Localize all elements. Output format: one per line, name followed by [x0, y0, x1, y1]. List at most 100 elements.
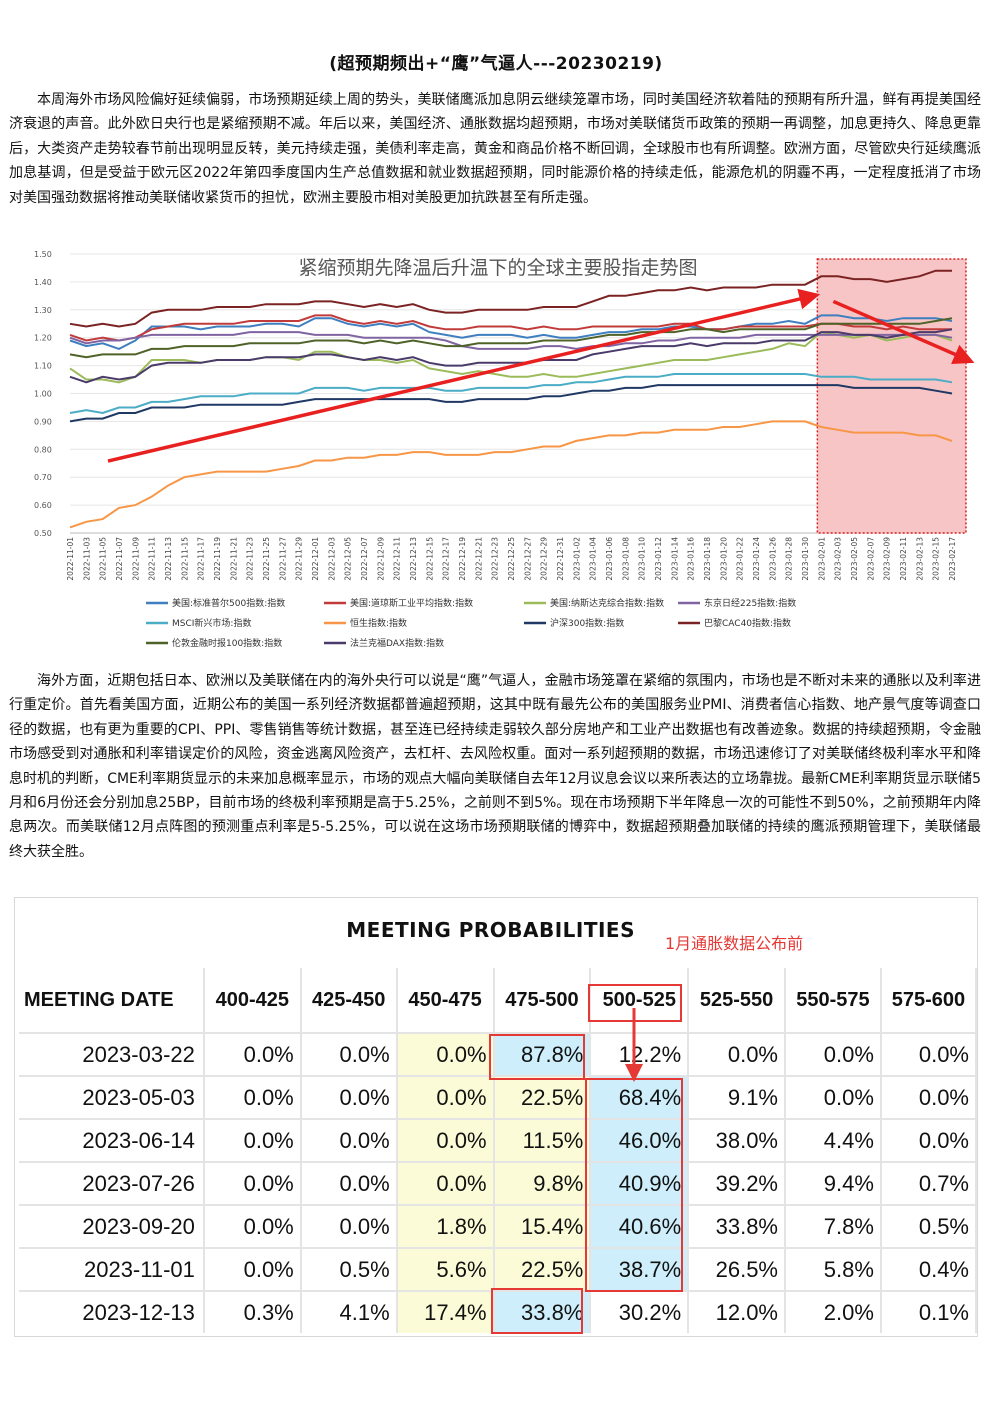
x-tick-label: 2022-12-03	[327, 537, 336, 581]
y-tick-label: 1.30	[34, 306, 52, 315]
table-row: 2023-03-22 0.0% 0.0% 0.0% 87.8% 12.2% 0.0% 0.0%…	[19, 1032, 978, 1076]
x-tick-label: 2022-11-15	[180, 537, 189, 581]
x-tick-label: 2022-11-23	[246, 537, 255, 581]
y-tick-label: 0.50	[34, 529, 52, 538]
probability-cell: 17.4%	[396, 1290, 495, 1333]
x-tick-label: 2023-01-20	[719, 537, 728, 581]
probability-cell: 0.0%	[300, 1075, 398, 1119]
x-tick-label: 2023-02-13	[915, 537, 924, 581]
legend-label: 沪深300指数:指数	[550, 617, 624, 629]
y-tick-label: 0.70	[34, 473, 52, 482]
x-tick-label: 2022-12-01	[311, 537, 320, 581]
probability-cell: 0.0%	[396, 1161, 495, 1205]
x-tick-label: 2023-02-11	[899, 537, 908, 581]
probability-cell: 0.3%	[203, 1290, 302, 1333]
y-tick-label: 1.00	[34, 390, 52, 399]
x-tick-label: 2023-02-01	[817, 537, 826, 581]
x-tick-label: 2022-11-19	[213, 537, 222, 581]
x-tick-label: 2022-11-05	[99, 537, 108, 581]
probability-cell: 2.0%	[785, 1290, 882, 1333]
x-tick-label: 2023-01-22	[736, 537, 745, 581]
probability-cell: 87.8%	[493, 1032, 592, 1076]
probability-cell: 0.0%	[785, 1032, 882, 1076]
x-tick-label: 2023-01-12	[654, 537, 663, 581]
probability-cell: 11.5%	[493, 1118, 592, 1162]
chart-annotation-arrows	[107, 288, 975, 463]
x-tick-label: 2023-02-05	[850, 537, 859, 581]
probability-cell: 0.7%	[880, 1161, 978, 1205]
header-rate-range: 525-550	[688, 968, 786, 1033]
x-tick-label: 2023-02-09	[883, 537, 892, 581]
x-tick-label: 2022-12-07	[360, 537, 369, 581]
legend-label: 巴黎CAC40指数:指数	[704, 617, 791, 629]
header-meeting-date: MEETING DATE	[19, 968, 205, 1033]
table-row: 2023-06-14 0.0% 0.0% 0.0% 11.5% 46.0% 38.0% 4.4…	[19, 1118, 978, 1162]
y-tick-label: 1.50	[34, 250, 52, 259]
table-header-row: MEETING DATE 400-425 425-450 450-475 475-500…	[19, 968, 978, 1033]
meeting-probabilities-panel: MEETING PROBABILITIES 1月通胀数据公布前 MEETING …	[14, 897, 978, 1337]
probability-cell: 12.0%	[688, 1290, 786, 1333]
legend-label: 伦敦金融时报100指数:指数	[172, 637, 282, 649]
probability-cell: 7.8%	[785, 1204, 882, 1248]
table-row: 2023-07-26 0.0% 0.0% 0.0% 9.8% 40.9% 39.2% 9.4%…	[19, 1161, 978, 1205]
series-line	[69, 317, 953, 359]
meeting-probabilities-title: MEETING PROBABILITIES	[346, 918, 635, 942]
legend-label: 法兰克福DAX指数:指数	[350, 637, 444, 649]
legend-label: 美国:纳斯达克综合指数:指数	[550, 597, 664, 609]
probability-cell: 0.0%	[396, 1118, 495, 1162]
x-tick-label: 2023-01-10	[638, 537, 647, 581]
x-tick-label: 2022-11-03	[82, 537, 91, 581]
x-tick-label: 2022-12-25	[507, 537, 516, 581]
header-rate-range: 450-475	[396, 968, 495, 1033]
probability-cell: 40.9%	[590, 1161, 690, 1205]
x-tick-label: 2023-01-06	[605, 537, 614, 581]
legend-label: 美国:道琼斯工业平均指数:指数	[350, 597, 473, 609]
header-rate-range: 400-425	[203, 968, 302, 1033]
header-rate-range: 550-575	[785, 968, 882, 1033]
probability-cell: 38.7%	[590, 1247, 690, 1291]
probability-cell: 0.0%	[300, 1204, 398, 1248]
x-tick-label: 2023-01-16	[687, 537, 696, 581]
probability-cell: 0.5%	[880, 1204, 978, 1248]
meeting-probabilities-table: MEETING DATE 400-425 425-450 450-475 475-500…	[19, 968, 978, 1333]
x-tick-label: 2023-01-04	[589, 537, 598, 581]
x-tick-label: 2022-12-21	[474, 537, 483, 581]
probability-cell: 0.5%	[300, 1247, 398, 1291]
x-tick-label: 2022-12-13	[409, 537, 418, 581]
rising-arrow	[107, 288, 821, 463]
x-tick-label: 2022-11-27	[278, 537, 287, 581]
series-line	[69, 384, 953, 423]
probability-cell: 0.0%	[880, 1032, 978, 1076]
x-tick-label: 2022-11-09	[131, 537, 140, 581]
x-tick-label: 2022-12-11	[393, 537, 402, 581]
meeting-date-cell: 2023-03-22	[19, 1032, 205, 1076]
y-tick-label: 1.20	[34, 334, 52, 343]
series-line	[69, 328, 953, 384]
probability-cell: 38.0%	[688, 1118, 786, 1162]
document-title: (超预期频出+“鹰”气逼人---20230219)	[329, 54, 663, 74]
probability-cell: 9.8%	[493, 1161, 592, 1205]
x-tick-label: 2023-01-26	[768, 537, 777, 581]
y-tick-label: 0.80	[34, 445, 52, 454]
table-body: 2023-03-22 0.0% 0.0% 0.0% 87.8% 12.2% 0.0% 0.0%…	[19, 1032, 978, 1333]
x-tick-label: 2022-11-17	[197, 537, 206, 581]
probability-cell: 33.8%	[688, 1204, 786, 1248]
chart-highlight-region	[816, 258, 967, 534]
index-line-chart: 紧缩预期先降温后升温下的全球主要股指走势图 1.50 1.40 1.30 1.20 1.…	[18, 246, 982, 654]
x-tick-label: 2022-11-29	[295, 537, 304, 581]
highlight-box-500-525-column	[585, 1078, 683, 1292]
x-tick-label: 2022-12-23	[491, 537, 500, 581]
chart-grid: 1.50 1.40 1.30 1.20 1.10 1.00 0.90 0.80 0.70 0.60…	[34, 250, 952, 538]
probability-cell: 9.1%	[688, 1075, 786, 1119]
probability-cell: 40.6%	[590, 1204, 690, 1248]
x-tick-label: 2022-12-17	[442, 537, 451, 581]
header-rate-range: 475-500	[493, 968, 592, 1033]
probability-cell: 15.4%	[493, 1204, 592, 1248]
meeting-date-cell: 2023-09-20	[19, 1204, 205, 1248]
x-tick-label: 2023-02-15	[932, 537, 941, 581]
x-tick-label: 2023-01-28	[785, 537, 794, 581]
probability-cell: 0.0%	[300, 1118, 398, 1162]
probability-cell: 4.1%	[300, 1290, 398, 1333]
x-tick-label: 2022-11-01	[66, 537, 75, 581]
x-tick-label: 2023-01-18	[703, 537, 712, 581]
